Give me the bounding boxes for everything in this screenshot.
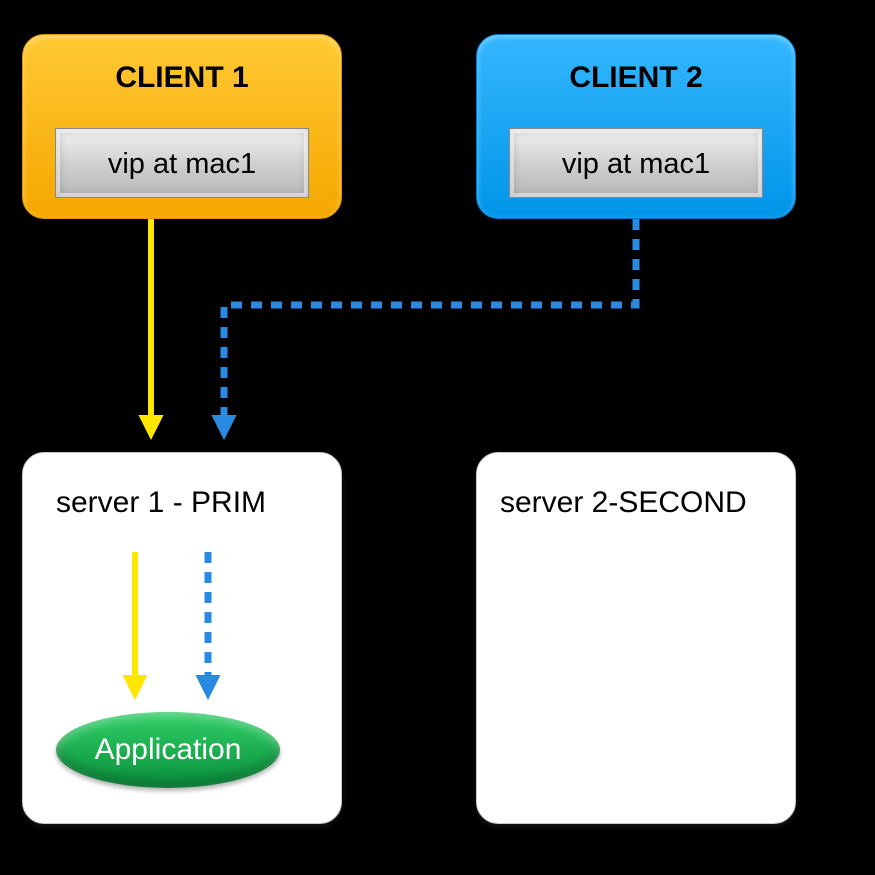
vip-badge-client1: vip at mac1 (55, 128, 309, 198)
application-label: Application (95, 733, 242, 766)
vip-badge-client2: vip at mac1 (509, 128, 763, 198)
arrow-client2-to-server1 (224, 219, 636, 430)
client-2-title: CLIENT 2 (477, 35, 795, 95)
vip-label-2: vip at mac1 (562, 148, 710, 180)
server-2-title: server 2-SECOND (500, 486, 747, 520)
server-1-title: server 1 - PRIM (56, 486, 266, 520)
application-node: Application (56, 712, 280, 788)
vip-label-1: vip at mac1 (108, 148, 256, 180)
client-1-title: CLIENT 1 (23, 35, 341, 95)
